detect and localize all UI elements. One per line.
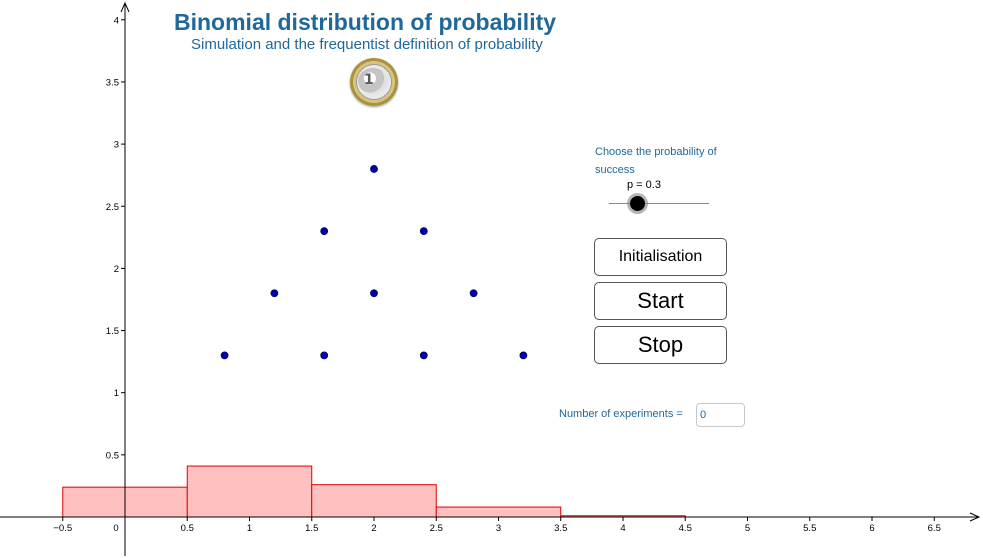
x-tick-label: −0.5 [53, 523, 72, 534]
galton-point [419, 351, 428, 360]
x-tick-label: 3.5 [554, 523, 567, 534]
galton-point [370, 165, 378, 173]
x-tick-label: 6 [869, 523, 874, 534]
galton-point [320, 227, 329, 236]
y-tick-label: 0.5 [106, 450, 119, 461]
coin-face [358, 68, 388, 94]
initialisation-button[interactable]: Initialisation [594, 238, 727, 276]
x-tick-label: 4 [620, 523, 625, 534]
probability-value-label: p = 0.3 [627, 179, 661, 191]
coin-value-label: 1 [364, 72, 374, 88]
x-tick-label: 0.5 [181, 523, 194, 534]
y-tick-label: 1.5 [106, 326, 119, 337]
y-tick-label: 3 [114, 140, 119, 151]
x-tick-label: 4.5 [679, 523, 692, 534]
galton-point [270, 289, 279, 298]
probability-slider-track[interactable] [609, 203, 709, 204]
start-button[interactable]: Start [594, 282, 727, 320]
galton-point [370, 289, 378, 298]
galton-point [469, 289, 478, 298]
galton-point [419, 227, 428, 236]
x-tick-label: 1.5 [305, 523, 318, 534]
y-tick-label: 1 [114, 388, 119, 399]
x-tick-label: 5 [745, 523, 750, 534]
histogram-bar [311, 484, 437, 518]
y-tick-label: 4 [114, 15, 119, 26]
x-tick-label: 6.5 [928, 523, 941, 534]
y-tick-label: 2 [114, 264, 119, 275]
x-axis-arrow [969, 512, 981, 522]
x-tick-label: 0 [113, 523, 118, 534]
x-tick-label: 2 [371, 523, 376, 534]
stop-button[interactable]: Stop [594, 326, 727, 364]
probability-slider-label: Choose the probability of success [595, 146, 717, 176]
x-tick-label: 3 [496, 523, 501, 534]
page-title: Binomial distribution of probability [174, 9, 557, 35]
histogram [62, 465, 686, 518]
x-tick-label: 2.5 [430, 523, 443, 534]
galton-point [519, 351, 528, 360]
y-tick-label: 3.5 [106, 77, 119, 88]
galton-point [220, 351, 229, 360]
galton-point [320, 351, 329, 360]
x-tick-label: 1 [247, 523, 252, 534]
y-tick-label: 2.5 [106, 202, 119, 213]
page-subtitle: Simulation and the frequentist definitio… [191, 36, 543, 53]
experiments-count-input[interactable]: 0 [696, 403, 745, 427]
galton-board-points [220, 165, 528, 360]
probability-slider-handle[interactable] [630, 196, 645, 211]
y-axis-arrow [120, 1, 130, 13]
euro-coin-icon: 1 [350, 58, 398, 106]
experiments-label: Number of experiments = [559, 408, 683, 420]
histogram-bar [186, 465, 313, 518]
x-tick-label: 5.5 [803, 523, 816, 534]
histogram-bar [435, 506, 562, 518]
